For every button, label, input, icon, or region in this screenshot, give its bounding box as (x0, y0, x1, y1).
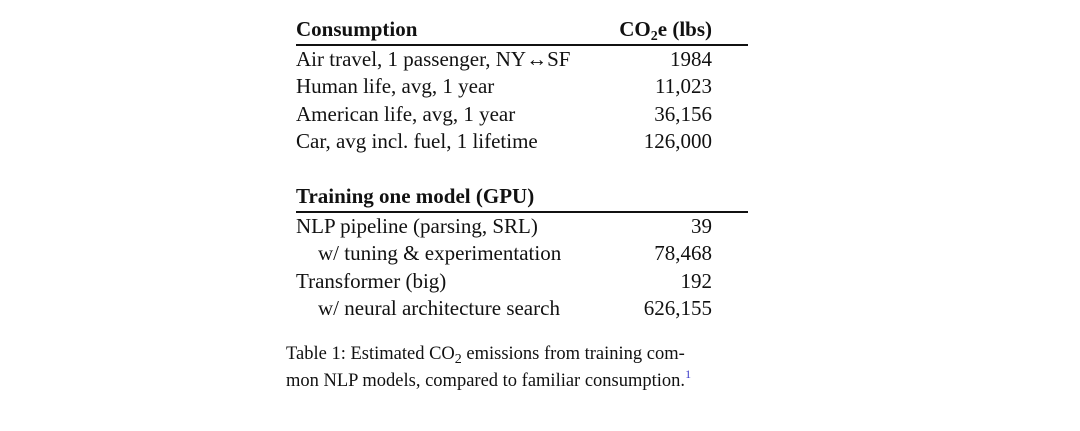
table-row: Human life, avg, 1 year 11,023 (296, 73, 748, 101)
row-label: Human life, avg, 1 year (296, 74, 495, 99)
co2e-header: CO2e (lbs) (603, 16, 748, 46)
footnote-link[interactable]: 1 (685, 367, 692, 381)
table-row: Air travel, 1 passenger, NY↔SF 1984 (296, 45, 748, 74)
consumption-header: Consumption (296, 16, 604, 46)
row-label: Transformer (big) (296, 268, 447, 293)
table-row: w/ tuning & experimentation 78,468 (296, 240, 748, 268)
row-value: 78,468 (654, 241, 712, 266)
row-value: 626,155 (643, 296, 712, 321)
table-row: Transformer (big) 192 (296, 268, 748, 296)
emissions-table-container: Consumption CO2e (lbs) Air travel, 1 pas… (296, 16, 748, 323)
row-label: Car, avg incl. fuel, 1 lifetime (296, 129, 538, 154)
row-value: 126,000 (643, 129, 712, 154)
row-value: 11,023 (655, 74, 712, 99)
row-label: NLP pipeline (parsing, SRL) (296, 213, 538, 238)
row-label: Air travel, 1 passenger, NY↔SF (296, 46, 571, 71)
row-value: 36,156 (654, 101, 712, 126)
co2e-header-suffix: e (lbs) (657, 17, 712, 41)
row-label: American life, avg, 1 year (296, 101, 516, 126)
row-label: w/ neural architecture search (318, 296, 560, 321)
table-row: Car, avg incl. fuel, 1 lifetime 126,000 (296, 128, 748, 156)
caption-prefix: Table 1: Estimated CO (286, 344, 455, 364)
table-caption: Table 1: Estimated CO2 emissions from tr… (286, 341, 746, 395)
caption-suffix: emissions from training com- (461, 344, 685, 364)
training-header: Training one model (GPU) (296, 182, 748, 213)
caption-sub: 2 (454, 352, 462, 367)
consumption-header-row: Consumption CO2e (lbs) (296, 16, 748, 46)
co2e-header-prefix: CO (619, 17, 651, 41)
table-row: American life, avg, 1 year 36,156 (296, 101, 748, 129)
caption-line2: mon NLP models, compared to familiar con… (286, 371, 686, 391)
emissions-table: Consumption CO2e (lbs) Air travel, 1 pas… (296, 16, 748, 323)
row-label: w/ tuning & experimentation (318, 241, 562, 266)
row-value: 192 (680, 268, 713, 293)
section-spacer (296, 156, 748, 183)
table-row: NLP pipeline (parsing, SRL) 39 (296, 212, 748, 241)
co2e-header-sub: 2 (650, 29, 658, 44)
row-value: 1984 (670, 46, 712, 71)
training-header-row: Training one model (GPU) (296, 182, 748, 213)
table-row: w/ neural architecture search 626,155 (296, 295, 748, 323)
row-value: 39 (691, 213, 712, 238)
